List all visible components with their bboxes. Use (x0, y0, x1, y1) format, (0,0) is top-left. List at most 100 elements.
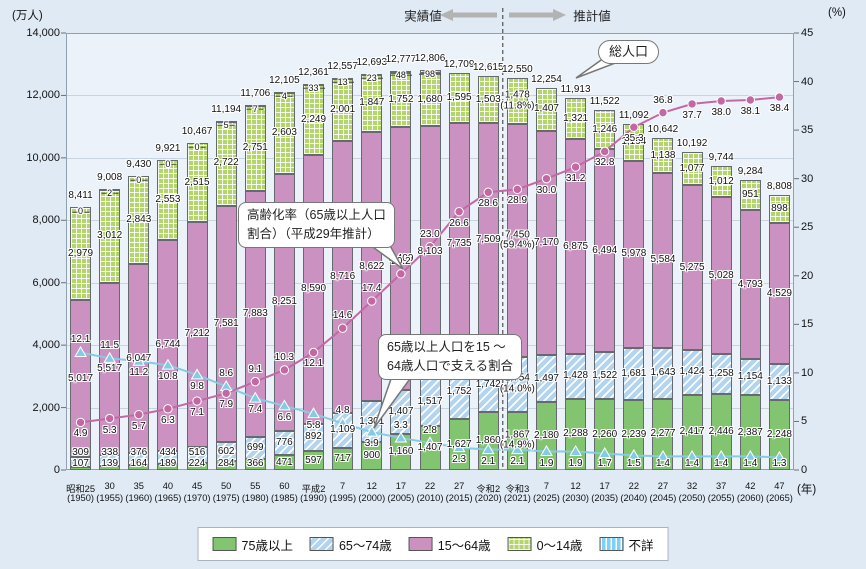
bar-segment-65-74 (768, 364, 790, 400)
bar-segment-15-64 (594, 149, 616, 352)
bar-segment-65-74 (565, 354, 587, 399)
bar-segment-0-14 (157, 160, 179, 241)
bar-segment-0-14 (128, 175, 150, 265)
x-tick-year-label: (2050) (678, 493, 706, 503)
x-tick-era-label: 22 (628, 481, 639, 491)
bar-segment-65-74 (419, 378, 441, 427)
bar-segment-15-64 (768, 223, 790, 365)
support-ratio-callout-line1: 65歳以上人口を15 ～ (387, 340, 506, 354)
bar-segment-0-14 (652, 137, 674, 174)
x-tick-era-label: 17 (599, 481, 610, 491)
bar-segment-0-14 (477, 76, 499, 124)
bar-segment-15-64 (681, 185, 703, 351)
bar-segment-75plus (535, 401, 557, 470)
bar-segment-unknown (215, 120, 237, 123)
legend-item: 不詳 (599, 535, 653, 554)
age65-swatch-icon (309, 537, 334, 551)
x-tick-year-label: (2000) (358, 493, 386, 503)
left-axis-tick-label: 12,000 (26, 89, 60, 102)
bar-segment-0-14 (681, 151, 703, 186)
bar-segment-75plus (70, 466, 92, 470)
bar-segment-65-74 (128, 453, 150, 465)
bar-segment-15-64 (739, 209, 761, 360)
bar-segment-0-14 (565, 98, 587, 140)
bar-segment-75plus (99, 465, 121, 470)
bar-segment-65-74 (273, 431, 295, 456)
left-axis-tick-label: 8,000 (32, 214, 60, 227)
bar-segment-75plus (128, 464, 150, 470)
x-tick-year-label: (2015) (445, 493, 473, 503)
bar-segment-0-14 (506, 78, 528, 125)
estimated-values-label: 推計値 (573, 9, 611, 24)
bar-segment-15-64 (99, 282, 121, 456)
x-tick-era-label: 27 (657, 481, 669, 491)
bar-segment-0-14 (768, 195, 790, 224)
legend-label: 不詳 (628, 538, 654, 553)
x-tick-year-label: (2021) (503, 493, 531, 503)
right-axis-tick-label: 25 (801, 221, 814, 234)
bar-segment-65-74 (215, 442, 237, 462)
legend-label: 75歳以上 (241, 538, 293, 553)
bar-segment-65-74 (332, 413, 354, 448)
unknown-swatch-icon (599, 537, 624, 551)
support-ratio-callout-line2: 64歳人口で支える割合 (387, 359, 514, 373)
bar-segment-0-14 (419, 73, 441, 126)
aging-rate-callout: 高齢化率（65歳以上人口 割合）（平成29年推計） (238, 202, 395, 248)
x-tick-year-label: (1990) (300, 493, 327, 503)
bar-segment-0-14 (332, 78, 354, 141)
chart-legend: 75歳以上 65～74歳 15～64歳 0～14歳 不詳 (197, 527, 669, 561)
bar-segment-unknown (332, 78, 354, 81)
legend-label: 15～64歳 (437, 538, 491, 553)
bar-segment-0-14 (448, 73, 470, 124)
x-tick-year-label: (2030) (562, 493, 590, 503)
x-tick-year-label: (2025) (533, 493, 560, 503)
bar-segment-75plus (768, 399, 790, 470)
bar-segment-75plus (361, 441, 383, 470)
bar-segment-0-14 (99, 188, 121, 283)
bar-segment-15-64 (186, 221, 208, 447)
right-axis-tick-label: 5 (801, 415, 808, 428)
x-tick-era-label: 50 (220, 481, 232, 491)
bar-segment-65-74 (70, 457, 92, 467)
x-tick-year-label: (1985) (270, 493, 298, 503)
right-axis-tick-label: 35 (801, 124, 814, 137)
bar-segment-unknown (419, 70, 441, 74)
x-tick-year-label: (1960) (125, 493, 153, 503)
bar-segment-15-64 (128, 264, 150, 454)
bar-segment-65-74 (594, 351, 616, 400)
x-tick-era-label: 令和2 (476, 484, 501, 494)
x-axis-unit: (年) (797, 484, 817, 496)
bar-segment-0-14 (390, 72, 412, 128)
actual-values-label: 実績値 (404, 9, 442, 24)
bar-segment-0-14 (303, 85, 325, 156)
x-tick-year-label: (2010) (416, 493, 444, 503)
x-tick-era-label: 37 (716, 481, 727, 491)
bar-segment-0-14 (186, 143, 208, 222)
bar-segment-75plus (681, 394, 703, 470)
legend-label: 65～74歳 (338, 538, 392, 553)
x-tick-era-label: 60 (279, 481, 290, 491)
age014-swatch-icon (507, 537, 532, 551)
x-tick-era-label: 35 (133, 481, 144, 491)
bar-segment-15-64 (215, 205, 237, 443)
x-tick-year-label: (1995) (329, 493, 357, 503)
x-tick-year-label: (2040) (620, 493, 648, 503)
bar-segment-15-64 (303, 155, 325, 424)
x-tick-era-label: 47 (774, 481, 785, 491)
x-tick-year-label: (1970) (183, 493, 211, 503)
bar-segment-unknown (390, 71, 412, 74)
x-tick-era-label: 27 (453, 481, 465, 491)
bar-segment-75plus (390, 433, 412, 470)
bar-segment-0-14 (361, 74, 383, 133)
bar-segment-0-14 (273, 92, 295, 174)
x-tick-era-label: 45 (191, 481, 203, 491)
right-axis-tick-label: 40 (801, 75, 814, 88)
right-axis-tick-label: 0 (801, 464, 808, 476)
legend-item: 75歳以上 (212, 535, 293, 554)
x-tick-year-label: (1975) (212, 493, 240, 503)
x-tick-year-label: (2060) (736, 493, 764, 503)
x-tick-era-label: 7 (543, 481, 550, 491)
left-axis-unit: (万人) (12, 10, 43, 22)
right-axis-tick-label: 45 (801, 27, 814, 39)
bar-segment-15-64 (652, 173, 674, 348)
